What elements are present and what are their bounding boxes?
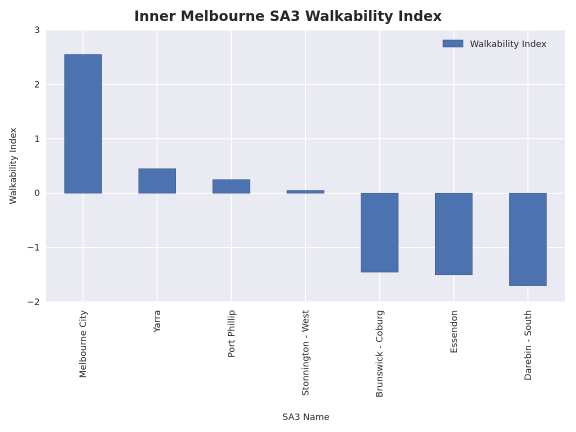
bar xyxy=(435,192,473,276)
legend-swatch xyxy=(442,39,464,48)
y-tick-label: −1 xyxy=(27,244,40,254)
x-tick-label: Darebin - South xyxy=(524,310,534,381)
bar xyxy=(64,54,102,194)
bar xyxy=(138,168,177,194)
y-tick-labels: −2 −1 0 1 2 3 xyxy=(27,26,41,308)
bar xyxy=(212,179,251,194)
bar xyxy=(286,190,325,194)
bar xyxy=(509,192,547,286)
y-tick-label: 0 xyxy=(34,189,40,199)
chart-title: Inner Melbourne SA3 Walkability Index xyxy=(134,9,442,25)
bars xyxy=(64,54,547,286)
y-axis-label: Walkability Index xyxy=(9,127,19,204)
x-tick-label: Yarra xyxy=(153,310,163,334)
x-tick-label: Melbourne City xyxy=(79,309,89,378)
y-tick-label: 2 xyxy=(34,80,40,90)
x-tick-label: Port Phillip xyxy=(227,310,237,358)
x-tick-label: Essendon xyxy=(450,310,460,353)
legend: Walkability Index xyxy=(442,39,547,50)
x-tick-labels: Melbourne City Yarra Port Phillip Stonningt… xyxy=(79,309,534,397)
y-tick-label: 1 xyxy=(34,135,40,145)
x-axis-label: SA3 Name xyxy=(282,413,330,423)
x-tick-label: Stonnington - West xyxy=(302,310,312,396)
legend-label: Walkability Index xyxy=(470,40,547,50)
bar xyxy=(360,192,399,273)
y-tick-label: 3 xyxy=(34,26,40,36)
x-tick-label: Brunswick - Coburg xyxy=(376,310,386,397)
y-tick-label: −2 xyxy=(27,298,40,308)
